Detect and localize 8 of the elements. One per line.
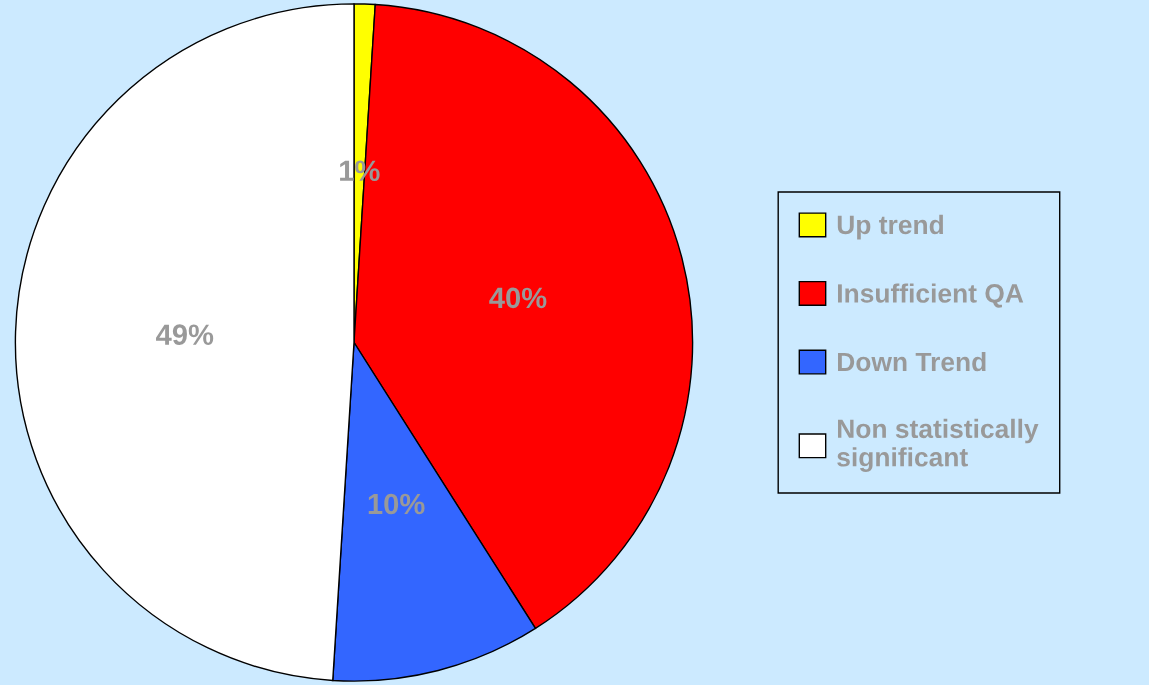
data-label: 40%: [489, 287, 547, 309]
data-label: 10%: [368, 493, 425, 515]
legend-label: Non statistically significant: [837, 418, 1039, 472]
legend-label: Down Trend: [838, 351, 986, 372]
legend-label: Insufficient QA: [838, 283, 1024, 308]
data-label: 1%: [340, 160, 380, 182]
data-label: 49%: [156, 324, 214, 346]
legend-label: Up trend: [837, 214, 943, 240]
